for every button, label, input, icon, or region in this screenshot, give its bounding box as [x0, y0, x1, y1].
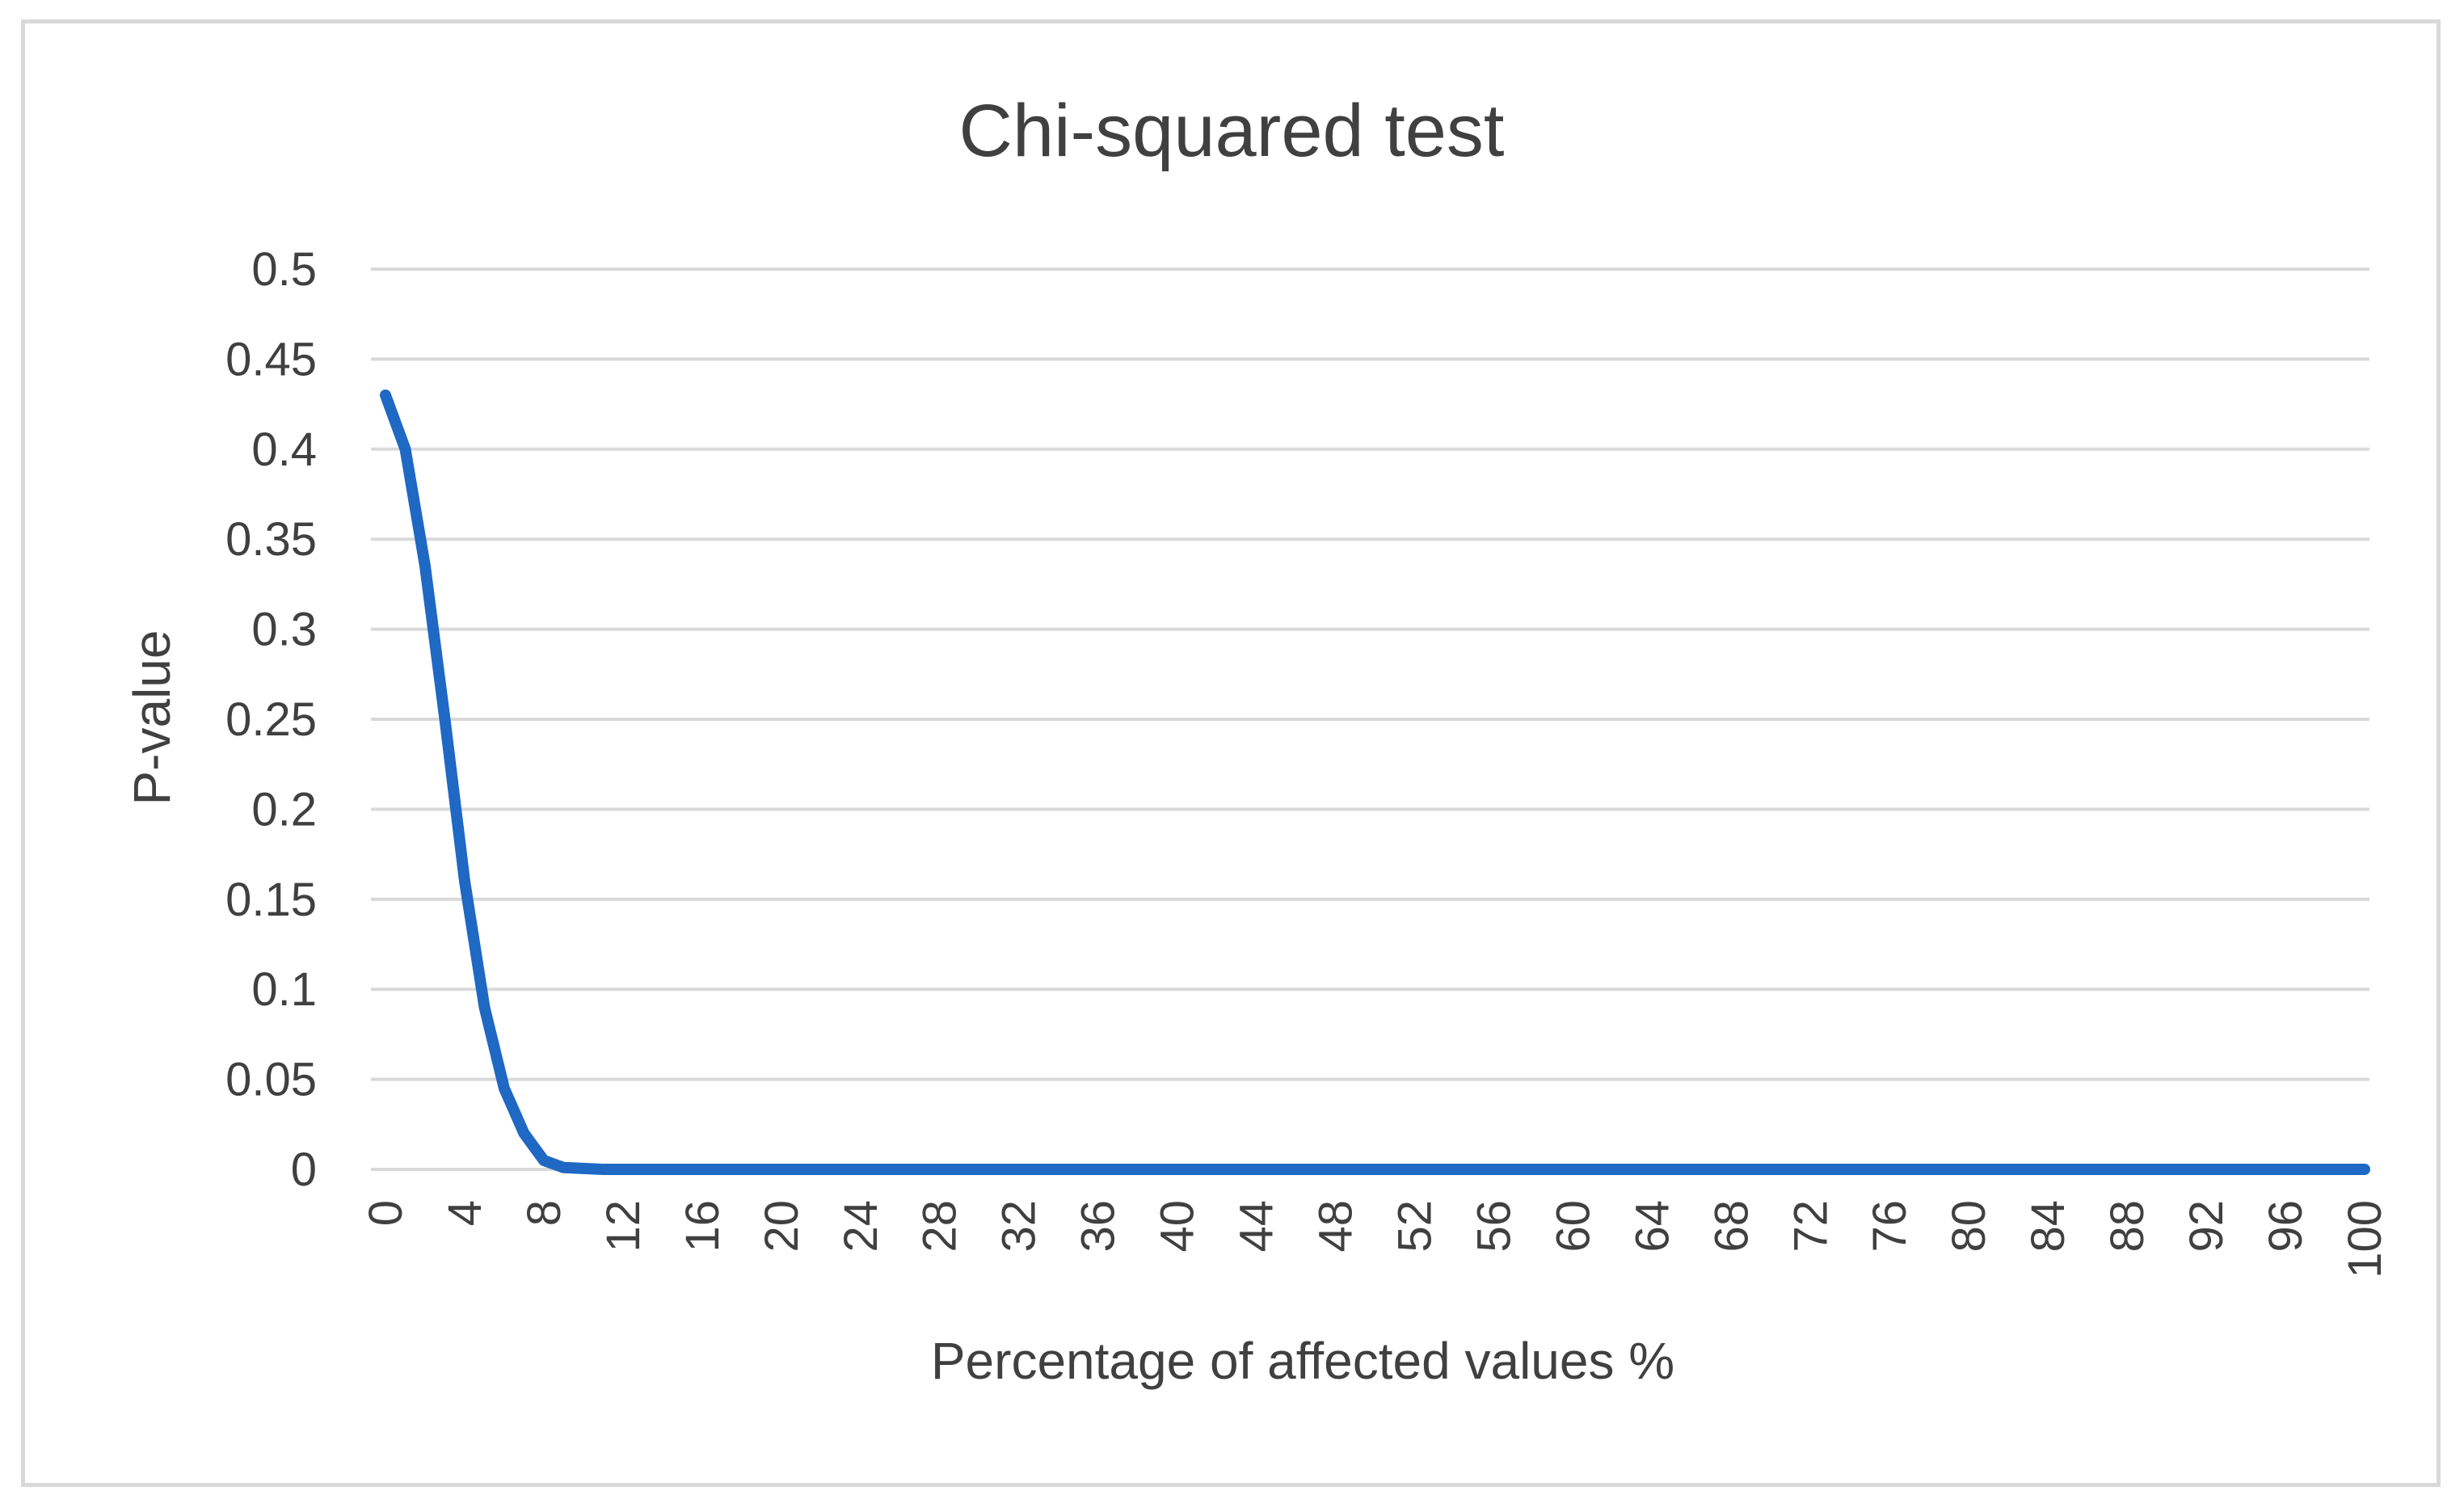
series-line-0	[380, 390, 2370, 1175]
x-tick-label: 100	[2339, 1200, 2391, 1278]
y-tick-label: 0.4	[251, 423, 317, 476]
x-tick-label: 16	[676, 1200, 729, 1253]
x-tick-label: 84	[2022, 1200, 2074, 1253]
x-tick-label: 32	[993, 1200, 1046, 1253]
y-tick-label: 0.25	[225, 693, 317, 746]
y-tick-label: 0	[291, 1143, 317, 1196]
x-tick-label: 76	[1864, 1200, 1916, 1253]
gridlines	[371, 267, 2369, 1171]
x-tick-label: 36	[1072, 1200, 1125, 1253]
x-tick-label: 0	[360, 1200, 412, 1226]
x-tick-label: 20	[756, 1200, 808, 1253]
y-tick-label: 0.3	[251, 604, 317, 656]
x-tick-label: 28	[914, 1200, 967, 1253]
y-tick-label: 0.2	[251, 783, 317, 836]
x-tick-label: 60	[1547, 1200, 1599, 1253]
y-axis-title: P-value	[123, 630, 181, 806]
chart-frame	[21, 19, 2441, 1487]
y-tick-label: 0.5	[251, 243, 317, 296]
y-tick-label: 0.35	[225, 513, 317, 566]
x-axis-ticks: 0 4 8 12 16 20 24 28 32 36 40 44 48 52 56 60 64 68 72 76 80 8…	[360, 1200, 2391, 1278]
y-tick-label: 0.05	[225, 1054, 317, 1106]
x-tick-label: 92	[2180, 1200, 2233, 1253]
x-tick-label: 40	[1152, 1200, 1204, 1253]
chart-title: Chi-squared test	[959, 90, 1505, 172]
x-tick-label: 80	[1943, 1200, 1995, 1253]
x-tick-label: 4	[439, 1200, 491, 1226]
x-tick-label: 12	[597, 1200, 650, 1253]
x-tick-label: 64	[1626, 1200, 1678, 1253]
x-tick-label: 56	[1468, 1200, 1520, 1253]
x-tick-label: 8	[518, 1200, 571, 1226]
x-tick-label: 72	[1784, 1200, 1837, 1253]
y-axis-ticks: 0 0.05 0.1 0.15 0.2 0.25 0.3 0.35 0.4 0.45 0.5	[225, 243, 317, 1196]
x-tick-label: 48	[1310, 1200, 1363, 1253]
y-tick-label: 0.15	[225, 874, 317, 926]
x-axis-title: Percentage of affected values %	[931, 1332, 1674, 1390]
y-tick-label: 0.1	[251, 963, 317, 1016]
x-tick-label: 52	[1388, 1200, 1441, 1253]
y-tick-label: 0.45	[225, 333, 317, 385]
series-group	[380, 390, 2370, 1175]
x-tick-label: 24	[835, 1200, 887, 1253]
x-tick-label: 44	[1231, 1200, 1283, 1253]
x-tick-label: 96	[2260, 1200, 2312, 1253]
x-tick-label: 88	[2101, 1200, 2154, 1253]
x-tick-label: 68	[1705, 1200, 1758, 1253]
